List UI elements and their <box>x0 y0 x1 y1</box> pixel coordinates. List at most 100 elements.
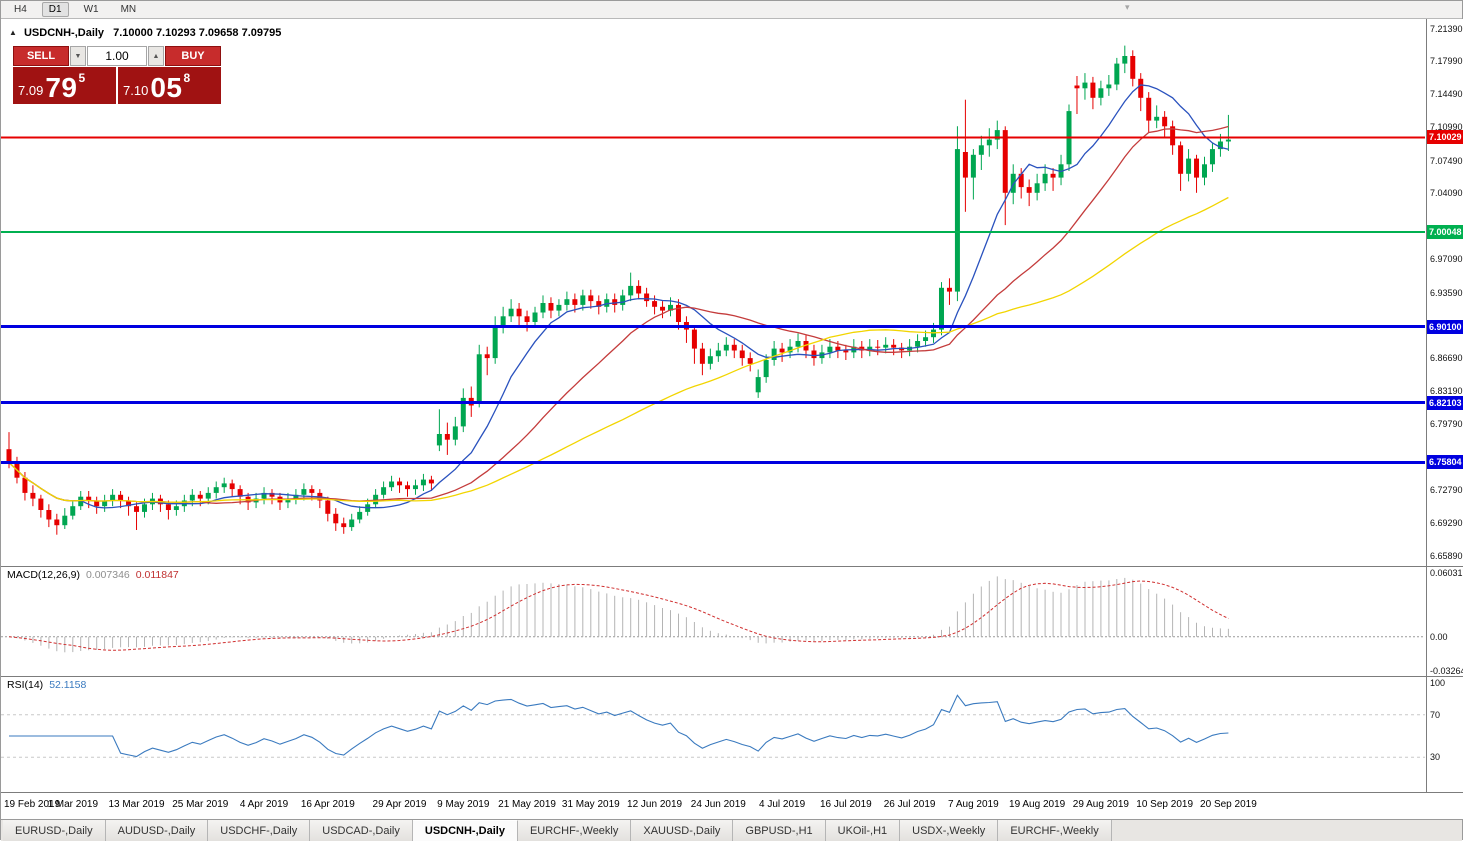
axis-tick-label: 7.10990 <box>1430 122 1463 133</box>
buy-price-big: 05 <box>150 72 183 103</box>
date-tick-label: 12 Jun 2019 <box>627 799 683 810</box>
rsi-label: RSI(14) 52.1158 <box>7 679 92 691</box>
date-tick-label: 1 Mar 2019 <box>47 799 99 810</box>
price-line-badge: 6.75804 <box>1427 455 1463 470</box>
rsi-indicator-panel: 100 70 30 RSI(14) 52.1158 <box>1 677 1463 793</box>
buy-price-sup: 8 <box>183 71 191 85</box>
rsi-canvas[interactable] <box>1 677 1425 793</box>
chart-tab-2-usdchf-daily[interactable]: USDCHF-,Daily <box>208 820 311 841</box>
date-tick-label: 9 May 2019 <box>437 799 490 810</box>
date-tick-label: 20 Sep 2019 <box>1200 799 1257 810</box>
sell-button[interactable]: SELL <box>13 46 69 66</box>
axis-tick-label: 70 <box>1430 709 1441 720</box>
toolbar-overflow-icon: ▾ <box>1125 2 1130 12</box>
timeframe-buttons: H4 D1 W1 MN <box>7 2 143 17</box>
date-tick-label: 25 Mar 2019 <box>172 799 229 810</box>
date-tick-label: 4 Jul 2019 <box>759 799 806 810</box>
axis-tick-label: 6.93590 <box>1430 287 1463 298</box>
chart-tab-6-xauusd-daily[interactable]: XAUUSD-,Daily <box>631 820 734 841</box>
chart-tab-0-eurusd-daily[interactable]: EURUSD-,Daily <box>3 820 106 841</box>
timeframe-toolbar: H4 D1 W1 MN ▾ <box>1 1 1462 19</box>
timeframe-button-h4[interactable]: H4 <box>14 4 27 15</box>
sell-price-display[interactable]: 7.09 79 5 <box>13 67 116 104</box>
rsi-name: RSI(14) <box>7 679 44 691</box>
chart-title: ▲ USDCNH-,Daily 7.10000 7.10293 7.09658 … <box>9 27 281 39</box>
axis-tick-label: 0.00 <box>1430 631 1448 642</box>
timeframe-button-mn[interactable]: MN <box>120 4 137 15</box>
macd-main-value: 0.007346 <box>85 569 130 581</box>
macd-axis[interactable]: 0.060317 0.00 -0.032648 <box>1426 567 1463 676</box>
price-line-badge: 6.82103 <box>1427 395 1463 410</box>
price-axis[interactable]: 7.21390 7.17990 7.14490 7.10990 7.07490 7.040… <box>1426 19 1463 566</box>
chart-stack: 7.21390 7.17990 7.14490 7.10990 7.07490 7.040… <box>1 19 1463 819</box>
date-tick-label: 21 May 2019 <box>498 799 556 810</box>
sell-price-sup: 5 <box>78 71 86 85</box>
date-tick-label: 4 Apr 2019 <box>239 799 289 810</box>
macd-indicator-panel: 0.060317 0.00 -0.032648 MACD(12,26,9) 0.007… <box>1 567 1463 677</box>
price-chart-panel: 7.21390 7.17990 7.14490 7.10990 7.07490 7.040… <box>1 19 1463 567</box>
axis-tick-label: 6.72790 <box>1430 485 1463 496</box>
one-click-collapse-icon[interactable]: ▲ <box>9 28 17 37</box>
chart-tab-4-usdcnh-daily[interactable]: USDCNH-,Daily <box>412 820 518 841</box>
chart-tab-10-eurchf-weekly[interactable]: EURCHF-,Weekly <box>998 820 1112 841</box>
date-tick-label: 19 Aug 2019 <box>1009 799 1066 810</box>
sell-price-prefix: 7.09 <box>18 83 44 98</box>
axis-tick-label: 7.17990 <box>1430 55 1463 66</box>
date-tick-label: 19 Feb 2019 <box>4 799 61 810</box>
chart-tab-3-usdcad-daily[interactable]: USDCAD-,Daily <box>310 820 413 841</box>
date-tick-label: 16 Apr 2019 <box>300 799 355 810</box>
axis-tick-label: 7.14490 <box>1430 89 1463 100</box>
sell-price-big: 79 <box>45 72 78 103</box>
date-tick-label: 16 Jul 2019 <box>819 799 872 810</box>
date-tick-label: 29 Apr 2019 <box>372 799 427 810</box>
chart-tab-bar: EURUSD-,Daily AUDUSD-,Daily USDCHF-,Daily U… <box>1 819 1462 841</box>
timeframe-button-d1[interactable]: D1 <box>41 2 69 17</box>
rsi-axis[interactable]: 100 70 30 <box>1426 677 1463 792</box>
axis-tick-label: 7.04090 <box>1430 187 1463 198</box>
macd-signal-value: 0.011847 <box>135 569 179 581</box>
rsi-value: 52.1158 <box>49 679 87 691</box>
axis-tick-label: 100 <box>1430 678 1446 688</box>
buy-price-display[interactable]: 7.10 05 8 <box>118 67 221 104</box>
volume-increase-button[interactable]: ▲ <box>148 46 164 66</box>
macd-canvas[interactable] <box>1 567 1425 677</box>
chart-symbol-label: USDCNH-,Daily <box>23 27 105 39</box>
volume-input[interactable] <box>87 46 147 66</box>
date-tick-label: 31 May 2019 <box>561 799 620 810</box>
time-axis[interactable]: 19 Feb 2019 1 Mar 2019 13 Mar 2019 25 Mar 2… <box>1 793 1463 819</box>
macd-name: MACD(12,26,9) <box>7 569 80 581</box>
price-line-badge: 7.00048 <box>1427 225 1463 240</box>
axis-tick-label: 6.97090 <box>1430 254 1463 265</box>
chart-ohlc-values: 7.10000 7.10293 7.09658 7.09795 <box>113 27 282 39</box>
chart-tab-7-gbpusd-h1[interactable]: GBPUSD-,H1 <box>733 820 826 841</box>
timeframe-button-w1[interactable]: W1 <box>83 4 99 15</box>
axis-tick-label: 6.69290 <box>1430 518 1463 529</box>
macd-label: MACD(12,26,9) 0.007346 0.011847 <box>7 569 185 581</box>
chart-tab-8-ukoil-h1[interactable]: UKOil-,H1 <box>825 820 901 841</box>
buy-button[interactable]: BUY <box>165 46 221 66</box>
axis-tick-label: 6.86690 <box>1430 353 1463 364</box>
axis-tick-label: 0.060317 <box>1430 568 1463 578</box>
chart-tab-1-audusd-daily[interactable]: AUDUSD-,Daily <box>105 820 209 841</box>
date-tick-label: 10 Sep 2019 <box>1136 799 1193 810</box>
date-tick-label: 7 Aug 2019 <box>948 799 999 810</box>
date-tick-label: 26 Jul 2019 <box>883 799 936 810</box>
date-tick-label: 13 Mar 2019 <box>108 799 165 810</box>
buy-price-prefix: 7.10 <box>123 83 149 98</box>
axis-tick-label: 7.21390 <box>1430 23 1463 34</box>
price-line-badge: 6.90100 <box>1427 319 1463 334</box>
date-tick-label: 29 Aug 2019 <box>1072 799 1129 810</box>
price-line-badge: 7.10029 <box>1427 130 1463 145</box>
axis-tick-label: -0.032648 <box>1430 666 1463 677</box>
volume-decrease-button[interactable]: ▼ <box>70 46 86 66</box>
chart-tab-9-usdx-weekly[interactable]: USDX-,Weekly <box>900 820 999 841</box>
date-tick-label: 24 Jun 2019 <box>690 799 746 810</box>
chart-tab-5-eurchf-weekly[interactable]: EURCHF-,Weekly <box>517 820 632 841</box>
axis-tick-label: 6.79790 <box>1430 418 1463 429</box>
axis-tick-label: 6.83190 <box>1430 386 1463 397</box>
axis-tick-label: 7.07490 <box>1430 155 1463 166</box>
axis-tick-label: 6.65890 <box>1430 550 1463 561</box>
price-chart-canvas[interactable] <box>1 19 1425 567</box>
